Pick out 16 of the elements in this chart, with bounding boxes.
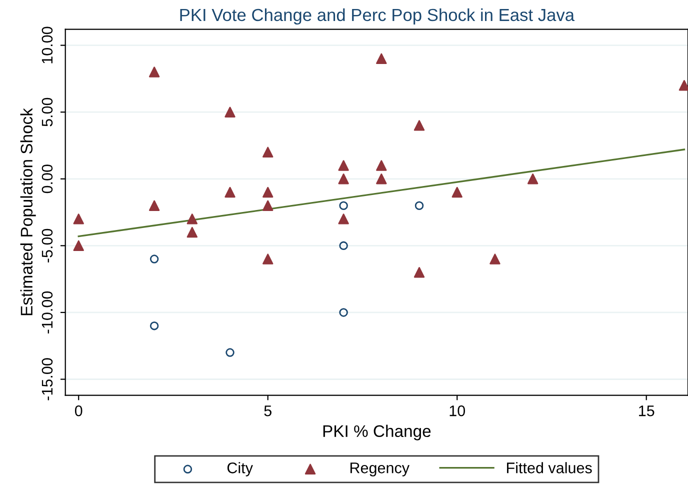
y-tick-label: -5.00 (42, 228, 53, 262)
x-tick-label: 10 (450, 405, 466, 416)
y-tick-label: 10.00 (42, 26, 53, 64)
x-tick-label: 5 (264, 406, 272, 416)
x-axis-title: PKI % Change (323, 424, 431, 440)
y-tick-label: -10.00 (42, 291, 53, 334)
legend-label: Regency (350, 462, 410, 476)
y-axis-title: Estimated Population Shock (20, 108, 36, 316)
y-tick-label: 5.00 (42, 98, 53, 126)
x-tick-label: 0 (74, 405, 82, 416)
legend-label: City (227, 462, 253, 476)
x-tick-label: 15 (639, 406, 654, 416)
legend-label: Fitted values (507, 462, 592, 474)
y-tick-label: -15.00 (42, 358, 53, 400)
y-tick-label: 0.00 (42, 164, 53, 194)
chart-title: PKI Vote Change and Perc Pop Shock in East Java (180, 8, 575, 25)
